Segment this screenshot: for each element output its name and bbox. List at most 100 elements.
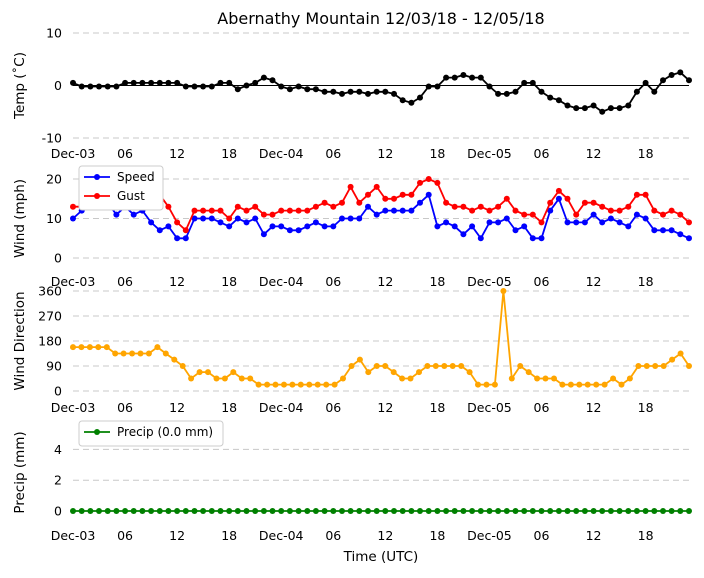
data-point	[86, 344, 93, 351]
legend-box	[78, 420, 224, 447]
data-point	[365, 203, 371, 210]
data-point	[113, 508, 120, 514]
data-point	[610, 375, 617, 382]
data-point	[390, 369, 397, 376]
data-point	[599, 508, 606, 514]
data-point	[460, 72, 467, 78]
data-point	[425, 176, 432, 182]
data-point	[139, 508, 146, 514]
data-point	[112, 350, 119, 357]
data-point	[339, 215, 345, 222]
x-tick-label: Dec-03	[51, 400, 96, 415]
data-point	[182, 83, 189, 90]
data-point	[408, 99, 415, 106]
data-point	[200, 207, 207, 214]
data-point	[424, 363, 431, 369]
data-point	[443, 508, 450, 514]
data-point	[230, 369, 237, 376]
data-point	[538, 219, 545, 226]
data-point	[382, 207, 389, 214]
data-point	[607, 105, 614, 112]
data-point	[113, 211, 120, 218]
data-point	[475, 381, 481, 388]
data-point	[312, 508, 319, 514]
x-tick-label: 18	[221, 146, 237, 161]
data-point	[96, 83, 102, 90]
series-line	[73, 177, 690, 232]
data-point	[451, 508, 458, 514]
data-point	[642, 508, 649, 514]
data-point	[547, 199, 554, 206]
x-tick-label: Dec-05	[467, 274, 512, 289]
x-tick-label: 06	[534, 274, 550, 289]
data-point	[425, 191, 432, 198]
data-point	[590, 211, 597, 218]
x-tick-label: 06	[117, 274, 133, 289]
data-point	[512, 508, 519, 514]
data-point	[78, 83, 85, 90]
data-point	[391, 508, 397, 514]
data-point	[555, 187, 562, 194]
data-point	[330, 508, 337, 514]
data-point	[348, 363, 355, 369]
data-point	[304, 508, 311, 514]
data-point	[469, 207, 476, 214]
series-1-1	[70, 69, 692, 115]
data-point	[408, 191, 415, 198]
panel-4: 0 2 4 Precip (mm) Dec-03 06 12 18 Dec-04 06 12 18 De…	[12, 420, 692, 543]
data-point	[486, 83, 493, 90]
data-point	[625, 102, 632, 109]
data-point	[356, 215, 363, 222]
x-tick-label: Dec-05	[467, 528, 512, 543]
data-point	[103, 344, 110, 351]
data-point	[260, 211, 267, 218]
data-point	[443, 74, 450, 81]
data-point	[226, 215, 233, 222]
x-tick-label: 06	[117, 400, 133, 415]
data-point	[633, 88, 640, 95]
data-point	[104, 83, 111, 90]
data-point	[651, 508, 658, 514]
x-tick-label: 06	[534, 400, 550, 415]
data-point	[321, 199, 328, 206]
data-point	[205, 369, 211, 376]
data-point	[416, 369, 422, 376]
data-point	[269, 211, 276, 218]
data-point	[70, 508, 76, 514]
data-point	[391, 207, 397, 214]
x-tick-label: 06	[117, 146, 133, 161]
data-point	[651, 227, 658, 234]
data-point	[677, 211, 684, 218]
data-point	[208, 207, 215, 214]
series-3-1	[70, 288, 692, 388]
x-tick-label: 12	[586, 400, 602, 415]
data-point	[347, 183, 354, 190]
data-point	[304, 207, 311, 214]
data-point	[660, 77, 666, 84]
data-point	[512, 88, 519, 95]
x-tick-label: Dec-05	[467, 146, 512, 161]
x-tick-label: 06	[534, 528, 550, 543]
series-line	[72, 71, 690, 113]
data-point	[295, 207, 302, 214]
y-axis-title: Temp (˚C)	[11, 52, 28, 120]
data-point	[521, 508, 528, 514]
data-point	[297, 381, 304, 388]
data-point	[686, 219, 692, 226]
data-point	[373, 363, 380, 369]
data-point	[295, 508, 302, 514]
x-tick-label: Dec-03	[51, 274, 96, 289]
data-point	[434, 508, 441, 514]
data-point	[278, 207, 285, 214]
data-point	[156, 227, 163, 234]
data-point	[286, 207, 293, 214]
data-point	[213, 375, 220, 382]
panel-3: 0 90 180 270 360 Wind Direction Dec-03 06 12 18 De…	[12, 284, 692, 415]
data-point	[200, 508, 207, 514]
data-point	[451, 223, 458, 230]
data-point	[581, 199, 588, 206]
data-point	[391, 195, 397, 202]
data-point	[451, 74, 458, 81]
data-point	[434, 83, 441, 90]
